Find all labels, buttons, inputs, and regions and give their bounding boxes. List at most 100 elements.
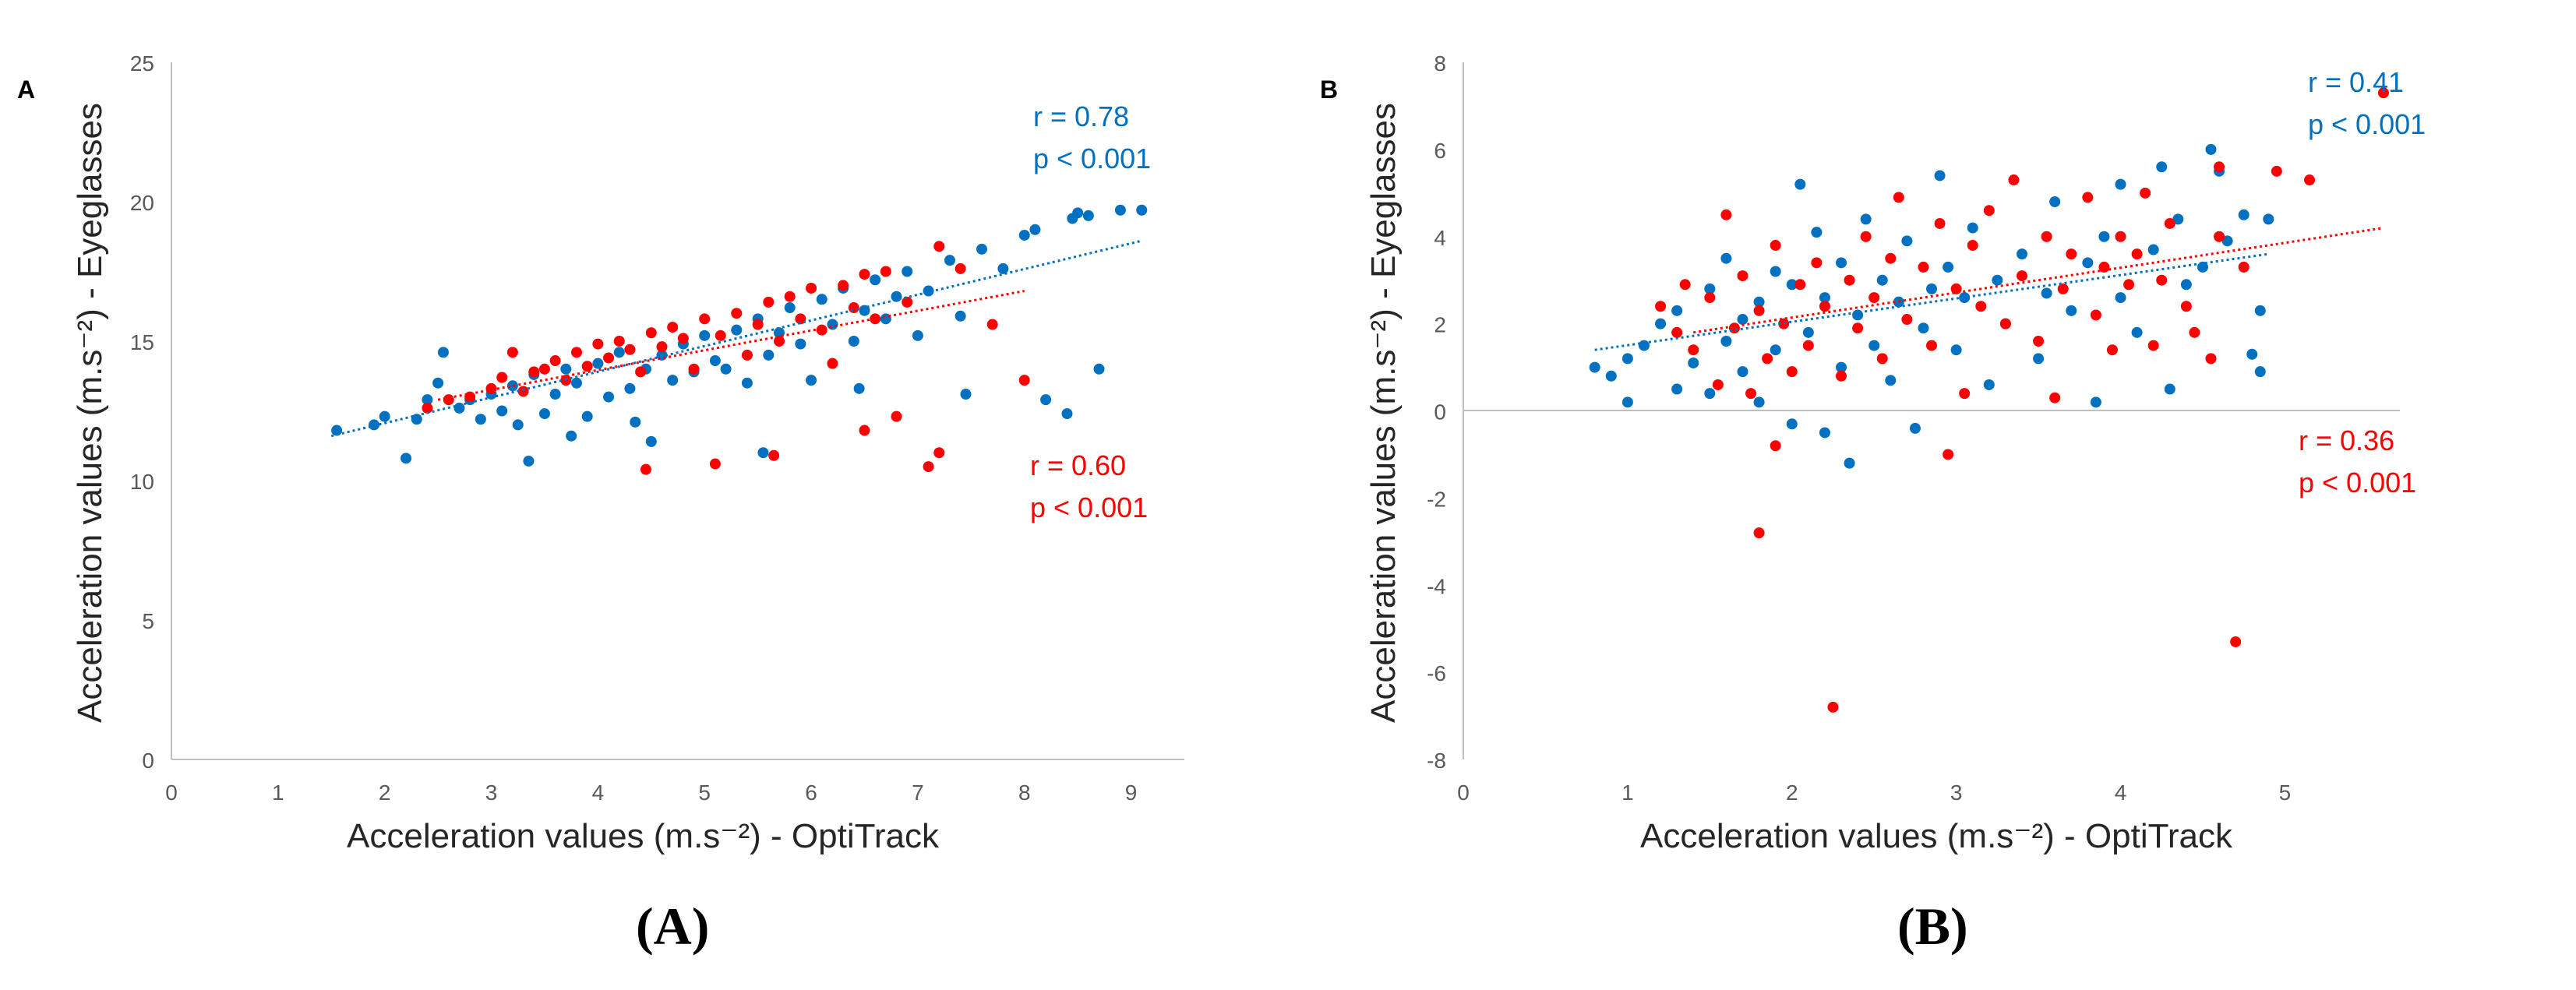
data-point-red: [709, 458, 721, 470]
data-point-red: [891, 410, 902, 422]
data-point-red: [656, 341, 668, 353]
data-point-red: [923, 461, 934, 473]
data-point-blue: [2115, 178, 2126, 190]
data-point-blue: [816, 294, 827, 305]
data-point-red: [741, 349, 753, 361]
x-tick-label: 7: [912, 780, 924, 805]
data-point-blue: [2238, 209, 2250, 220]
data-point-red: [506, 347, 518, 358]
data-point-red: [859, 425, 870, 436]
x-tick-label: 2: [379, 780, 391, 805]
annotation-p-red-b: p < 0.001: [2299, 467, 2416, 499]
data-point-blue: [1959, 292, 1971, 304]
data-point-red: [752, 319, 764, 330]
data-point-blue: [699, 329, 711, 341]
data-point-red: [986, 319, 998, 330]
data-point-red: [2131, 248, 2143, 260]
data-point-blue: [848, 336, 859, 347]
data-point-red: [1934, 217, 1946, 229]
x-axis-label-b: Acceleration values (m.s⁻²) - OptiTrack: [1640, 817, 2233, 855]
data-point-red: [1753, 305, 1765, 316]
data-point-blue: [1909, 422, 1921, 434]
data-point-red: [677, 333, 689, 344]
data-point-red: [1655, 301, 1667, 312]
data-point-blue: [1844, 457, 1855, 469]
data-point-blue: [1704, 388, 1716, 400]
data-point-blue: [2221, 235, 2233, 247]
data-point-red: [1745, 388, 1757, 400]
data-point-red: [2238, 261, 2250, 273]
data-point-red: [1811, 257, 1823, 269]
data-point-red: [1918, 261, 1929, 273]
data-point-red: [2156, 274, 2168, 286]
data-point-red: [870, 313, 881, 325]
data-point-red: [1868, 292, 1880, 304]
data-point-blue: [731, 324, 743, 336]
x-tick-label: 0: [165, 780, 178, 805]
data-point-blue: [976, 243, 987, 255]
y-tick-label: 6: [1434, 139, 1446, 163]
data-point-blue: [1621, 396, 1633, 408]
data-point-blue: [827, 319, 838, 330]
data-point-blue: [1770, 266, 1781, 277]
data-point-blue: [891, 291, 902, 302]
data-point-blue: [437, 347, 449, 358]
x-tick-label: 1: [1621, 780, 1634, 805]
data-point-red: [464, 391, 476, 403]
data-point-blue: [592, 358, 604, 369]
data-point-red: [774, 336, 785, 347]
data-point-blue: [1885, 375, 1897, 386]
data-point-blue: [1737, 314, 1749, 326]
y-tick-label: -2: [1427, 487, 1446, 511]
data-point-blue: [453, 402, 465, 414]
data-point-red: [715, 329, 726, 341]
data-point-blue: [1943, 261, 1954, 273]
data-point-red: [667, 322, 679, 333]
data-point-red: [592, 338, 604, 350]
y-tick-label: -8: [1427, 749, 1446, 773]
y-tick-label: -4: [1427, 574, 1446, 598]
data-point-blue: [1934, 170, 1946, 181]
data-point-red: [2008, 174, 2020, 186]
data-point-red: [1893, 192, 1904, 203]
data-point-blue: [1040, 394, 1052, 406]
data-point-red: [2214, 161, 2225, 173]
data-point-red: [2049, 392, 2061, 403]
data-point-blue: [560, 363, 572, 375]
data-point-blue: [784, 302, 796, 314]
data-point-red: [1959, 388, 1971, 400]
data-point-red: [485, 382, 497, 394]
data-point-red: [549, 355, 561, 367]
data-point-red: [768, 449, 780, 461]
data-point-blue: [1704, 283, 1716, 294]
data-point-blue: [411, 414, 422, 425]
data-point-red: [1852, 322, 1864, 334]
data-point-red: [528, 366, 540, 378]
data-point-red: [902, 296, 913, 308]
data-point-red: [603, 352, 615, 364]
x-tick-label: 4: [592, 780, 605, 805]
data-point-red: [2123, 279, 2135, 291]
data-point-red: [806, 282, 817, 294]
data-point-red: [2106, 344, 2118, 356]
data-point-blue: [1802, 326, 1814, 338]
data-point-blue: [1589, 361, 1600, 373]
data-point-red: [1983, 205, 1995, 217]
data-point-red: [2098, 261, 2110, 273]
annotation-p-blue-a: p < 0.001: [1033, 143, 1151, 174]
y-tick-label: 8: [1434, 51, 1446, 76]
data-point-red: [2140, 187, 2151, 199]
data-point-blue: [1093, 363, 1105, 375]
data-point-red: [699, 313, 711, 325]
data-point-blue: [741, 377, 753, 389]
data-point-blue: [475, 414, 486, 425]
data-point-blue: [432, 377, 444, 389]
data-point-blue: [496, 405, 508, 417]
data-point-blue: [1901, 235, 1913, 247]
data-point-red: [571, 347, 582, 358]
data-point-red: [1720, 209, 1732, 220]
data-point-blue: [1688, 357, 1699, 368]
data-point-blue: [960, 389, 972, 400]
x-tick-label: 1: [272, 780, 284, 805]
data-point-blue: [1918, 322, 1929, 334]
